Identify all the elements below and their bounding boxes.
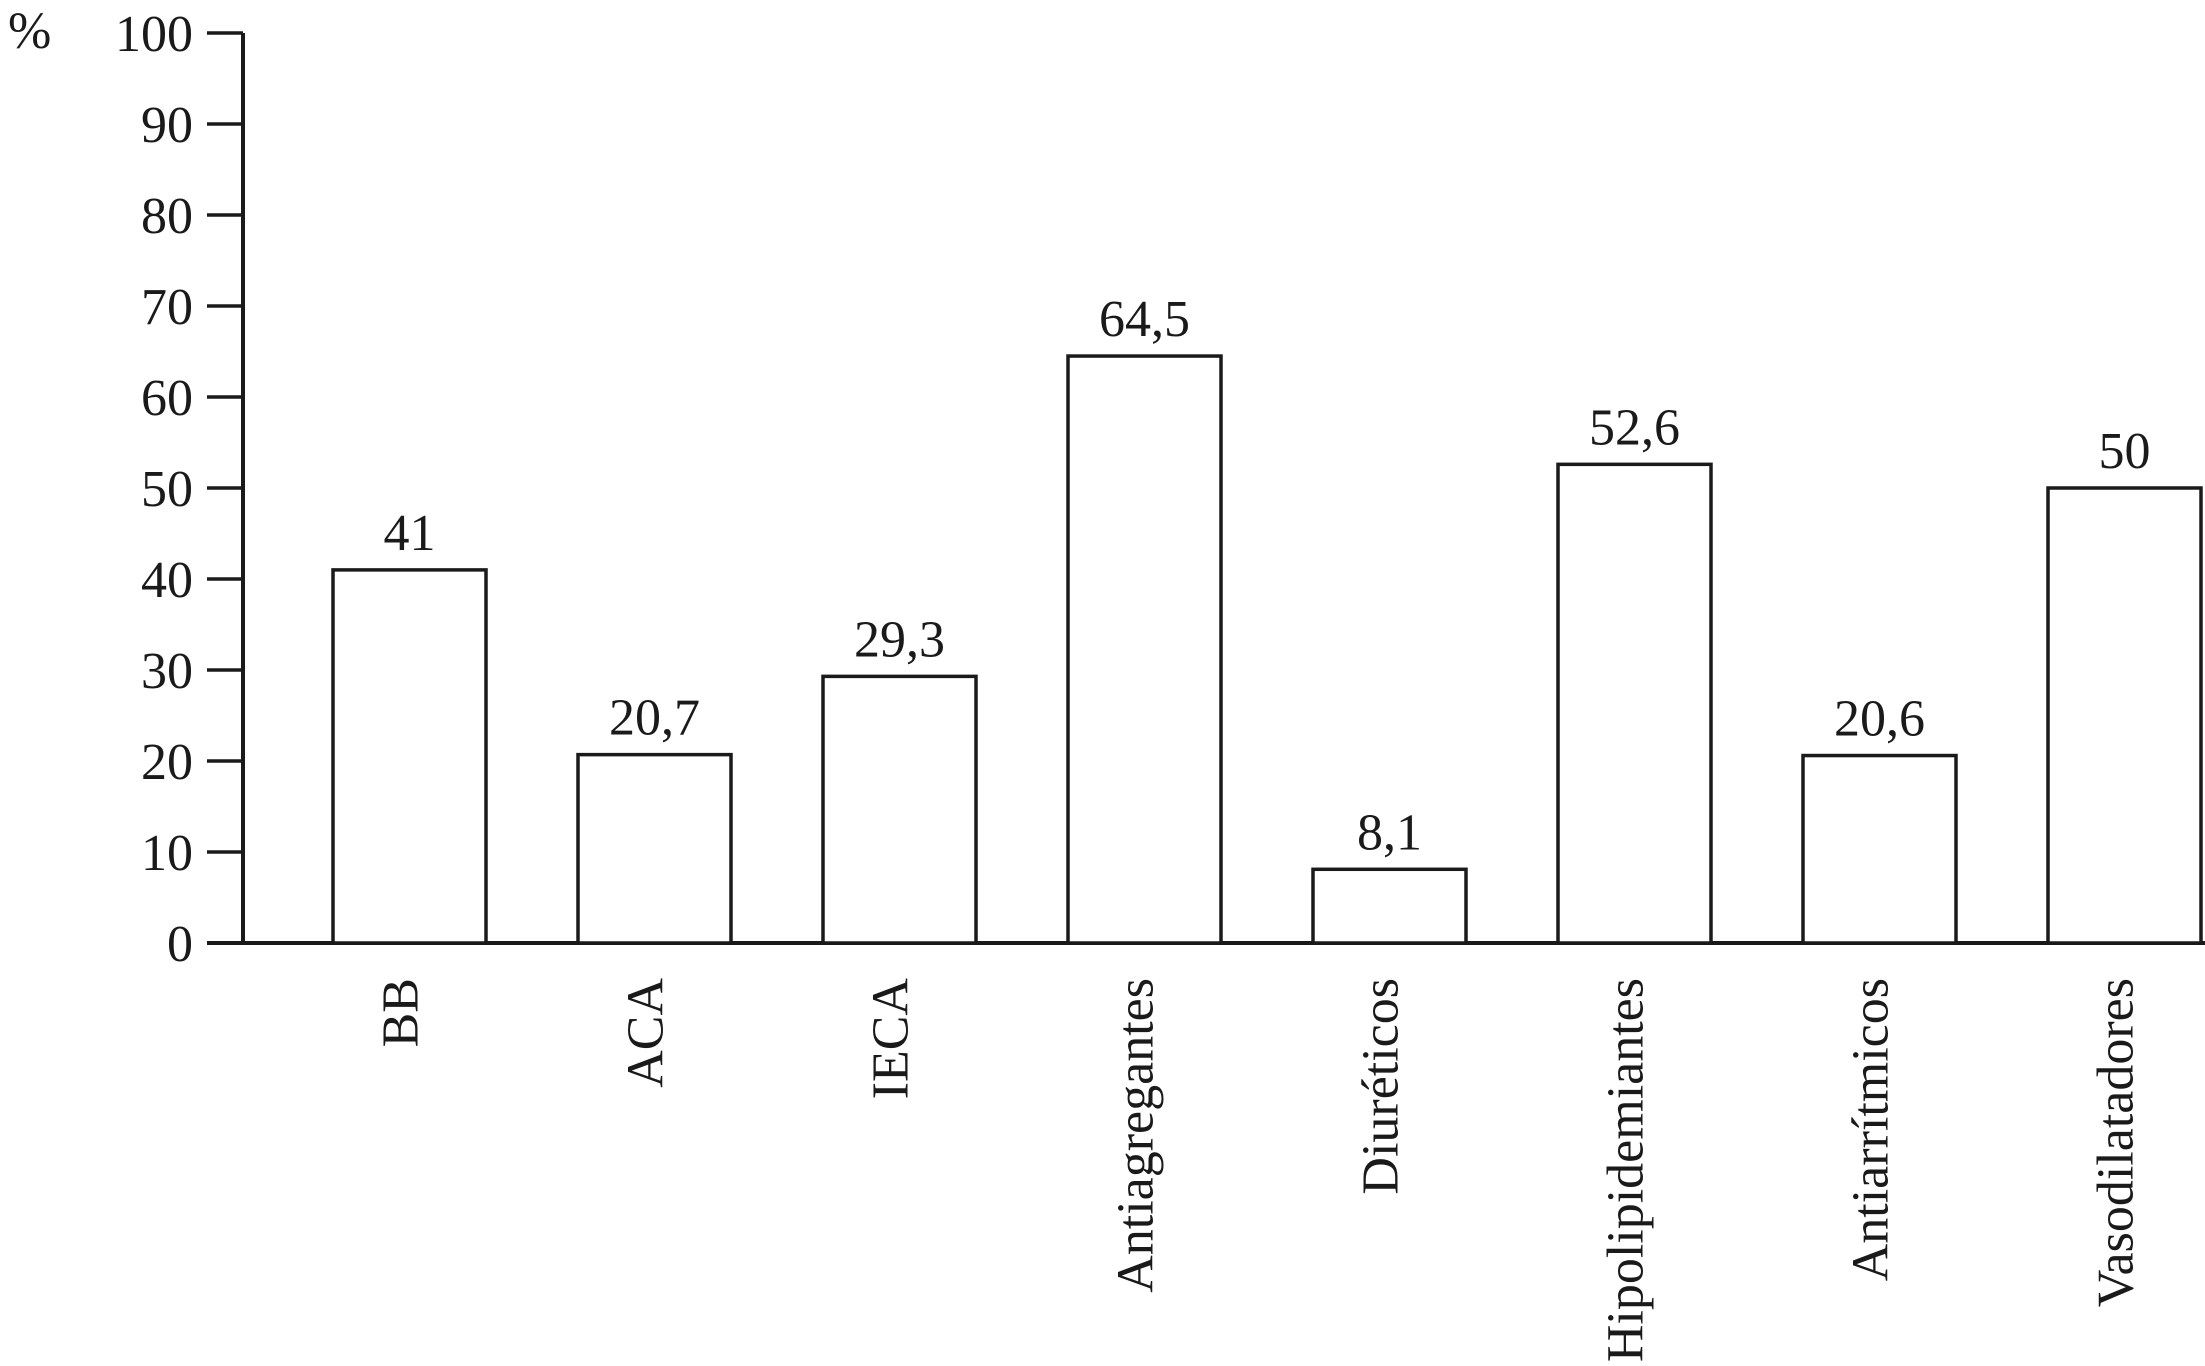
bar-ieca	[821, 674, 978, 945]
y-axis-tick-label: 10	[141, 825, 193, 882]
y-axis-tick-label: 90	[141, 97, 193, 154]
y-axis-tick-label: 40	[141, 552, 193, 609]
y-axis-tick-label: 70	[141, 279, 193, 336]
bar-antiarritmicos	[1801, 753, 1958, 945]
y-axis-tick-label: 100	[115, 6, 193, 63]
y-axis-tick-label: 30	[141, 643, 193, 700]
x-category-label-diureticos: Diuréticos	[1353, 978, 1410, 1195]
bar-antiagregantes	[1066, 354, 1223, 945]
bar-hipolipidemiantes	[1556, 462, 1713, 945]
x-category-label-antiagregantes: Antiagregantes	[1108, 978, 1165, 1293]
y-axis-tick-label: 60	[141, 370, 193, 427]
y-axis-tick-label: 0	[167, 916, 193, 973]
x-category-label-aca: ACA	[618, 978, 675, 1088]
axes-layer: 0 10 20 30 40 50 60 70 80 90 100	[115, 6, 2205, 973]
y-axis-tick-label: 20	[141, 734, 193, 791]
x-category-label-vasodilatadores: Vasodilatadores	[2088, 978, 2145, 1307]
bar-vasodilatadores	[2046, 486, 2203, 945]
labels-layer: 41 BB 20,7 ACA 29,3 IECA 64,5 Antiagregantes 8,1…	[373, 291, 2151, 1362]
bar-bb	[331, 568, 488, 945]
bar-value-label-ieca: 29,3	[854, 611, 945, 668]
bar-value-label-vasodilatadores: 50	[2099, 423, 2151, 480]
x-category-label-antiarritmicos: Antiarrítmicos	[1843, 978, 1900, 1281]
bar-value-label-antiagregantes: 64,5	[1099, 291, 1190, 348]
x-category-label-ieca: IECA	[863, 978, 920, 1100]
bar-value-label-hipolipidemiantes: 52,6	[1589, 399, 1680, 456]
bar-aca	[576, 752, 733, 945]
bar-value-label-aca: 20,7	[609, 690, 700, 747]
y-axis-tick-label: 80	[141, 188, 193, 245]
x-category-label-bb: BB	[373, 978, 430, 1047]
y-axis-tick-label: 50	[141, 461, 193, 518]
bar-value-label-antiarritmicos: 20,6	[1834, 691, 1925, 748]
x-category-label-hipolipidemiantes: Hipolipidemiantes	[1598, 978, 1655, 1361]
bar-diureticos	[1311, 867, 1468, 945]
y-axis-unit-label: %	[8, 3, 51, 60]
bar-value-label-diureticos: 8,1	[1357, 804, 1422, 861]
bars-layer	[331, 354, 2203, 945]
bar-value-label-bb: 41	[384, 505, 436, 562]
